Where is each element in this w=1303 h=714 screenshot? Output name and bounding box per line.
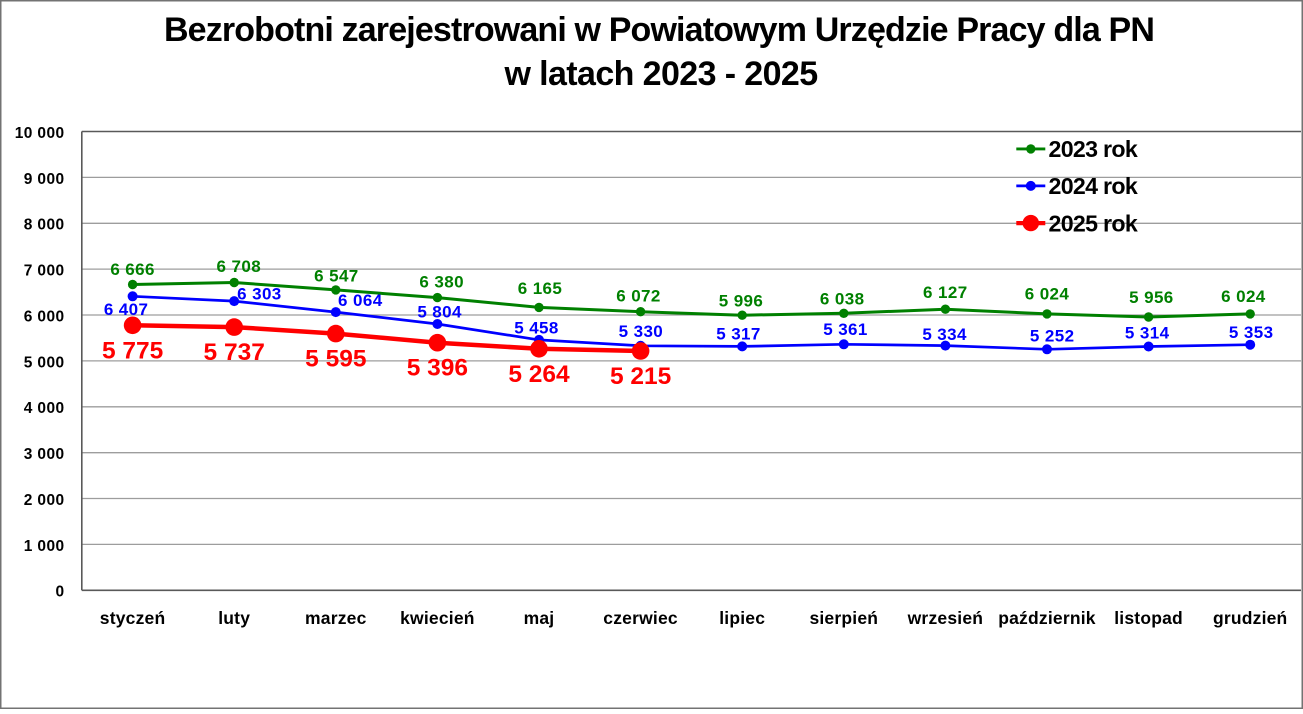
svg-text:czerwiec: czerwiec	[603, 608, 678, 628]
svg-text:3 000: 3 000	[24, 446, 65, 463]
svg-text:październik: październik	[998, 608, 1096, 628]
svg-text:luty: luty	[218, 608, 250, 628]
svg-text:6 038: 6 038	[820, 289, 865, 308]
svg-text:5 317: 5 317	[716, 324, 761, 343]
svg-text:5 458: 5 458	[514, 318, 559, 337]
svg-text:5 956: 5 956	[1129, 288, 1174, 307]
svg-text:kwiecień: kwiecień	[400, 608, 475, 628]
svg-text:w latach 2023 - 2025: w latach 2023 - 2025	[503, 55, 817, 93]
svg-text:2025 rok: 2025 rok	[1049, 210, 1138, 236]
svg-text:5 252: 5 252	[1030, 327, 1075, 346]
svg-text:9 000: 9 000	[24, 171, 65, 188]
svg-text:grudzień: grudzień	[1213, 608, 1288, 628]
svg-text:maj: maj	[524, 608, 555, 628]
svg-text:1 000: 1 000	[24, 538, 65, 555]
svg-text:6 064: 6 064	[338, 291, 383, 310]
svg-text:5 334: 5 334	[922, 325, 967, 344]
svg-text:5 361: 5 361	[823, 320, 868, 339]
svg-text:6 072: 6 072	[616, 286, 661, 305]
svg-text:wrzesień: wrzesień	[907, 608, 984, 628]
svg-text:5 264: 5 264	[508, 361, 570, 388]
svg-text:6 407: 6 407	[104, 300, 149, 319]
svg-text:4 000: 4 000	[24, 400, 65, 417]
svg-text:6 000: 6 000	[24, 308, 65, 325]
svg-text:5 330: 5 330	[619, 322, 664, 341]
svg-text:5 396: 5 396	[407, 355, 468, 382]
svg-text:7 000: 7 000	[24, 263, 65, 280]
svg-text:lipiec: lipiec	[719, 608, 765, 628]
svg-text:2024 rok: 2024 rok	[1049, 173, 1138, 199]
svg-text:styczeń: styczeń	[100, 608, 166, 628]
svg-text:Bezrobotni zarejestrowani w Po: Bezrobotni zarejestrowani w Powiatowym U…	[164, 11, 1154, 49]
svg-text:5 353: 5 353	[1229, 323, 1274, 342]
svg-text:5 595: 5 595	[305, 346, 366, 373]
svg-text:5 000: 5 000	[24, 354, 65, 371]
svg-text:6 165: 6 165	[518, 279, 563, 298]
svg-text:6 708: 6 708	[217, 257, 262, 276]
svg-text:5 775: 5 775	[102, 337, 163, 364]
svg-text:6 547: 6 547	[314, 267, 359, 286]
svg-text:sierpień: sierpień	[809, 608, 878, 628]
svg-text:listopad: listopad	[1114, 608, 1183, 628]
svg-text:6 024: 6 024	[1221, 287, 1266, 306]
svg-text:6 666: 6 666	[110, 260, 155, 279]
svg-text:0: 0	[55, 584, 64, 601]
svg-text:marzec: marzec	[305, 608, 367, 628]
svg-text:5 996: 5 996	[719, 291, 764, 310]
svg-text:5 215: 5 215	[610, 363, 671, 390]
svg-text:6 127: 6 127	[923, 283, 968, 302]
svg-text:10 000: 10 000	[15, 125, 65, 142]
svg-text:2 000: 2 000	[24, 492, 65, 509]
svg-text:6 024: 6 024	[1025, 285, 1070, 304]
svg-text:5 737: 5 737	[204, 339, 265, 366]
svg-text:2023 rok: 2023 rok	[1049, 136, 1138, 162]
svg-text:5 804: 5 804	[417, 303, 462, 322]
svg-text:8 000: 8 000	[24, 217, 65, 234]
svg-text:6 303: 6 303	[237, 285, 282, 304]
svg-text:6 380: 6 380	[419, 272, 464, 291]
svg-text:5 314: 5 314	[1125, 324, 1170, 343]
